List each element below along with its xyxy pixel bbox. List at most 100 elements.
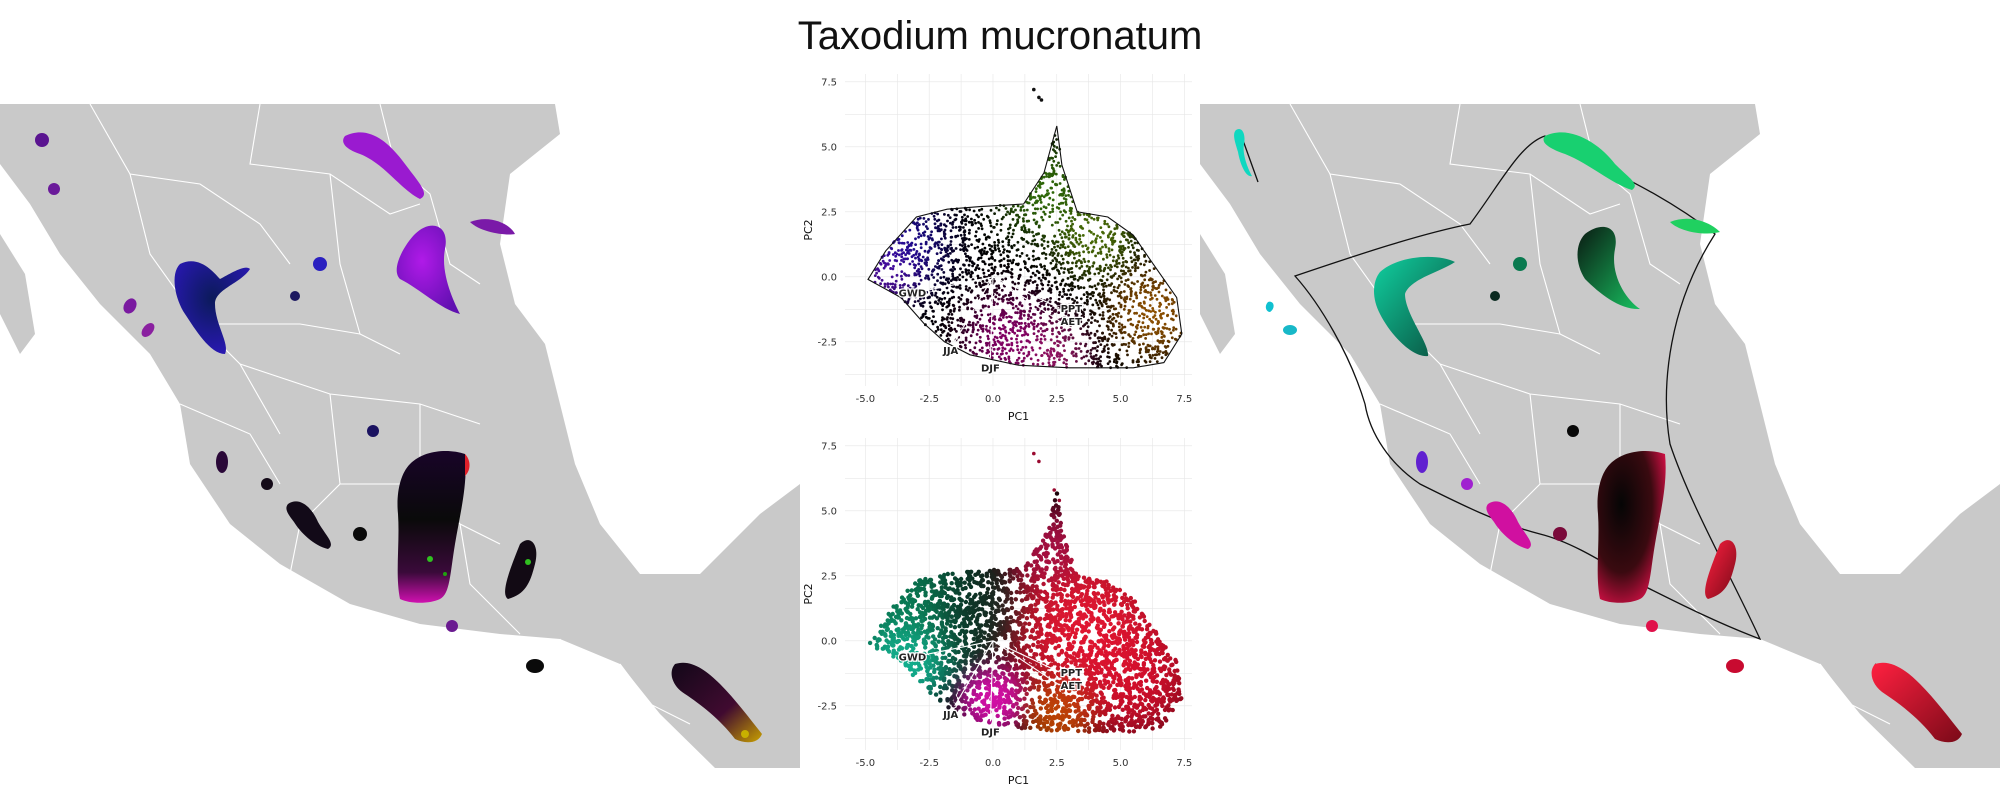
x-tick-label: 5.0 <box>1113 394 1129 405</box>
scatter-point <box>1067 283 1070 286</box>
scatter-point <box>1122 264 1125 267</box>
scatter-point <box>1034 201 1037 204</box>
scatter-point <box>1017 622 1021 626</box>
scatter-point <box>1130 295 1133 298</box>
scatter-point <box>1012 233 1015 236</box>
scatter-point <box>1020 322 1023 325</box>
scatter-point <box>996 292 999 295</box>
scatter-point <box>1000 259 1003 262</box>
scatter-point <box>1070 267 1073 270</box>
scatter-point <box>1049 297 1052 300</box>
scatter-point <box>977 275 980 278</box>
scatter-point <box>1024 284 1027 287</box>
scatter-point <box>1063 271 1066 274</box>
scatter-point <box>1091 251 1094 254</box>
scatter-point <box>975 230 978 233</box>
scatter-point <box>938 247 941 250</box>
scatter-point <box>1000 603 1004 607</box>
scatter-point <box>889 267 892 270</box>
scatter-point <box>1010 337 1013 340</box>
scatter-point <box>1088 334 1091 337</box>
scatter-point <box>1070 599 1074 603</box>
scatter-point <box>997 241 1000 244</box>
scatter-point <box>1009 224 1012 227</box>
scatter-point <box>1105 246 1108 249</box>
scatter-point <box>1138 682 1142 686</box>
scatter-point <box>969 256 972 259</box>
scatter-point <box>1143 302 1146 305</box>
scatter-point <box>1044 277 1047 280</box>
scatter-point <box>1108 250 1111 253</box>
scatter-point <box>1018 351 1021 354</box>
scatter-point <box>1028 228 1031 231</box>
scatter-point <box>1116 266 1119 269</box>
scatter-point <box>1008 360 1011 363</box>
scatter-point <box>1032 323 1035 326</box>
scatter-point <box>1092 291 1095 294</box>
scatter-point <box>1029 279 1032 282</box>
scatter-point <box>1033 219 1036 222</box>
scatter-point <box>947 332 950 335</box>
scatter-point <box>1025 332 1028 335</box>
scatter-point <box>958 306 961 309</box>
scatter-point <box>1035 233 1038 236</box>
scatter-point <box>973 262 976 265</box>
scatter-point <box>1065 203 1068 206</box>
scatter-point <box>980 314 983 317</box>
scatter-point <box>947 255 950 258</box>
scatter-point <box>1031 346 1034 349</box>
scatter-point <box>1099 336 1102 339</box>
scatter-point <box>1115 332 1118 335</box>
scatter-point <box>1017 205 1020 208</box>
scatter-point <box>1094 341 1097 344</box>
scatter-point <box>875 272 878 275</box>
scatter-point <box>1147 332 1150 335</box>
scatter-point <box>1020 226 1023 229</box>
scatter-point <box>1001 608 1005 612</box>
scatter-point <box>924 258 927 261</box>
scatter-point <box>1027 340 1030 343</box>
scatter-point <box>1111 318 1114 321</box>
scatter-point <box>1084 244 1087 247</box>
scatter-point <box>917 263 920 266</box>
scatter-point <box>1068 720 1072 724</box>
scatter-point <box>1039 706 1043 710</box>
scatter-point <box>1073 275 1076 278</box>
scatter-point <box>998 209 1001 212</box>
scatter-point <box>1051 157 1054 160</box>
scatter-point <box>1058 298 1061 301</box>
scatter-point <box>884 285 887 288</box>
scatter-point <box>1089 278 1092 281</box>
scatter-point <box>1011 268 1014 271</box>
scatter-point <box>986 295 989 298</box>
scatter-point <box>907 284 910 287</box>
scatter-point <box>868 641 872 645</box>
scatter-point <box>947 245 950 248</box>
scatter-point <box>936 279 939 282</box>
scatter-point <box>1009 259 1012 262</box>
scatter-point <box>1026 254 1029 257</box>
scatter-point <box>1022 220 1025 223</box>
scatter-point <box>1036 243 1039 246</box>
x-tick-label: 0.0 <box>985 758 1001 769</box>
scatter-point <box>943 302 946 305</box>
scatter-point <box>1016 345 1019 348</box>
scatter-point <box>1137 364 1140 367</box>
scatter-point <box>1053 246 1056 249</box>
scatter-point <box>952 304 955 307</box>
scatter-point <box>1079 235 1082 238</box>
scatter-point <box>1060 255 1063 258</box>
scatter-point-outlier <box>1037 96 1041 100</box>
scatter-point <box>1004 277 1007 280</box>
scatter-point <box>959 284 962 287</box>
scatter-point <box>948 324 951 327</box>
scatter-point <box>1103 222 1106 225</box>
scatter-point <box>1122 245 1125 248</box>
scatter-point <box>1008 357 1011 360</box>
scatter-point <box>1082 250 1085 253</box>
scatter-point <box>1149 304 1152 307</box>
scatter-point <box>942 271 945 274</box>
scatter-point <box>1075 265 1078 268</box>
scatter-point <box>1067 338 1070 341</box>
scatter-point <box>947 277 950 280</box>
